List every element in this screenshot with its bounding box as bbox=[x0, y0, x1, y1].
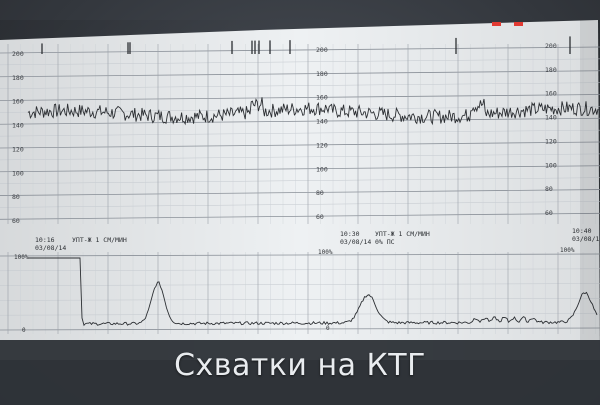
fhr-scale-label: 80 bbox=[545, 185, 553, 193]
fhr-scale-label: 200 bbox=[545, 42, 557, 50]
annotation-text: УПТ-Ж 1 СМ/МИН bbox=[72, 236, 127, 244]
fhr-scale-label: 60 bbox=[12, 217, 20, 225]
fhr-scale-label: 60 bbox=[316, 213, 324, 221]
annotation-3: 10:40 03/08/1 bbox=[572, 227, 599, 243]
red-marker bbox=[492, 22, 501, 26]
annotation-time: 10:30 bbox=[340, 230, 360, 238]
toco-top-label-right: 100% bbox=[560, 247, 575, 254]
toco-top-label-left: 100% bbox=[14, 254, 29, 261]
annotation-date: 03/08/14 bbox=[340, 238, 371, 246]
grid-major-lines bbox=[0, 44, 600, 334]
annotation-text: УПТ-Ж 1 СМ/МИН bbox=[375, 230, 430, 238]
toco-labels: 100% 100% 100% 0 0 bbox=[14, 247, 575, 334]
annotation-2: 10:30 03/08/14 УПТ-Ж 1 СМ/МИН 0% ПС bbox=[340, 230, 430, 246]
fhr-scale-label: 140 bbox=[545, 114, 557, 122]
fhr-scale-label: 140 bbox=[316, 118, 328, 126]
toco-zero-label-left: 0 bbox=[22, 327, 26, 334]
fhr-scale-label: 100 bbox=[12, 169, 24, 177]
toco-gridline bbox=[0, 312, 600, 316]
fhr-major-gridline bbox=[0, 165, 600, 173]
fhr-scale-label: 100 bbox=[316, 165, 328, 173]
scale-labels: 200 180 160 140 120 100 80 60 200 180 160 140 120 100… bbox=[12, 42, 557, 225]
uterine-contraction-trace bbox=[28, 257, 598, 327]
fhr-scale-label: 120 bbox=[545, 137, 557, 145]
fhr-minor-gridline bbox=[0, 201, 600, 208]
annotation-date: 03/08/1 bbox=[572, 235, 599, 243]
annotation-date: 03/08/14 bbox=[35, 244, 66, 252]
fhr-scale-label: 200 bbox=[12, 50, 24, 58]
fhr-scale-label: 60 bbox=[545, 209, 553, 217]
red-marker bbox=[514, 22, 523, 26]
fhr-scale-label: 180 bbox=[545, 66, 557, 74]
fhr-scale-label: 160 bbox=[12, 98, 24, 106]
fhr-minor-gridline bbox=[0, 153, 600, 161]
fhr-minor-gridline bbox=[0, 177, 600, 184]
annotation-extra: 0% ПС bbox=[375, 238, 395, 246]
annotation-time: 10:40 bbox=[572, 227, 592, 235]
fhr-minor-gridline bbox=[0, 58, 600, 66]
annotation-time: 10:16 bbox=[35, 236, 55, 244]
fhr-major-gridline bbox=[0, 212, 600, 220]
fhr-scale-label: 180 bbox=[316, 70, 328, 78]
fhr-major-gridline bbox=[0, 141, 600, 149]
toco-gridline bbox=[0, 327, 600, 331]
fhr-scale-label: 80 bbox=[12, 193, 20, 201]
fhr-scale-label: 180 bbox=[12, 74, 24, 82]
annotation-1: 10:16 03/08/14 УПТ-Ж 1 СМ/МИН bbox=[35, 236, 127, 252]
fhr-minor-gridline bbox=[0, 129, 600, 137]
fhr-scale-label: 200 bbox=[316, 46, 328, 54]
toco-gridline bbox=[0, 283, 600, 286]
fhr-scale-label: 100 bbox=[545, 161, 557, 169]
fhr-scale-label: 120 bbox=[12, 145, 24, 153]
fhr-major-gridline bbox=[0, 117, 600, 125]
fhr-scale-label: 80 bbox=[316, 189, 324, 197]
fhr-scale-label: 140 bbox=[12, 122, 24, 130]
toco-gridline bbox=[0, 253, 600, 257]
fhr-scale-label: 120 bbox=[316, 141, 328, 149]
toco-zero-label-mid: 0 bbox=[326, 325, 330, 332]
toco-top-label-mid: 100% bbox=[318, 249, 333, 256]
fhr-scale-label: 160 bbox=[316, 94, 328, 102]
toco-gridline bbox=[0, 268, 600, 272]
fhr-major-gridline bbox=[0, 46, 600, 54]
fhr-major-gridline bbox=[0, 94, 600, 101]
fhr-scale-label: 160 bbox=[545, 90, 557, 98]
caption: Схватки на КТГ bbox=[174, 348, 426, 383]
fhr-minor-gridline bbox=[0, 82, 600, 89]
fetal-heart-rate-trace bbox=[27, 97, 599, 126]
fhr-major-gridline bbox=[0, 189, 600, 196]
fhr-major-gridline bbox=[0, 70, 600, 78]
event-tick-marks bbox=[41, 36, 571, 54]
toco-gridline bbox=[0, 298, 600, 301]
